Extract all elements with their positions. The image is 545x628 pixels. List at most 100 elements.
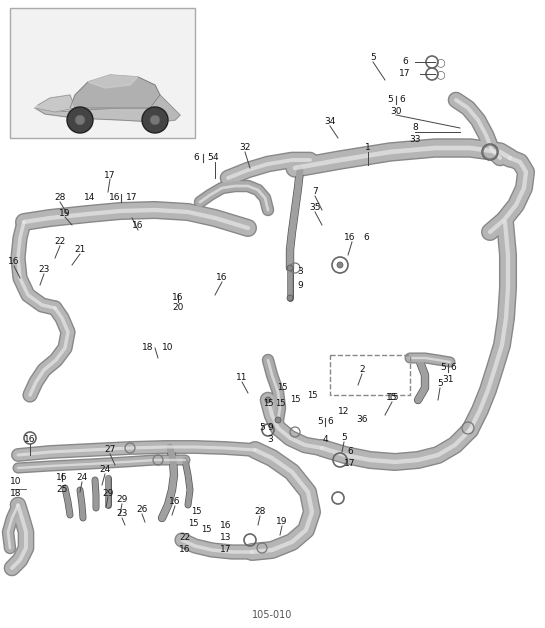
Text: 7: 7	[312, 188, 318, 197]
Text: 16: 16	[172, 293, 184, 303]
Text: 19: 19	[59, 208, 71, 217]
Polygon shape	[88, 75, 138, 88]
Text: 29: 29	[102, 489, 114, 497]
Text: 16: 16	[109, 193, 121, 202]
Circle shape	[337, 262, 343, 268]
Text: 28: 28	[255, 507, 266, 516]
Text: 23: 23	[38, 266, 50, 274]
Text: 12: 12	[338, 408, 350, 416]
Text: 1: 1	[365, 144, 371, 153]
Text: 23: 23	[116, 509, 128, 519]
Text: 36: 36	[356, 416, 368, 425]
Text: 34: 34	[324, 117, 336, 126]
Text: 4: 4	[322, 435, 328, 445]
Text: 13: 13	[220, 534, 232, 543]
Text: 10: 10	[162, 344, 174, 352]
Text: 16: 16	[56, 472, 68, 482]
Text: 4: 4	[212, 153, 218, 163]
Text: 6: 6	[399, 95, 405, 104]
Text: 2: 2	[359, 365, 365, 374]
Text: 32: 32	[239, 144, 251, 153]
Text: 5: 5	[341, 433, 347, 443]
Text: 15: 15	[263, 399, 273, 408]
Text: 5: 5	[437, 379, 443, 389]
Polygon shape	[70, 75, 160, 108]
Circle shape	[75, 115, 85, 125]
Text: 35: 35	[309, 203, 321, 212]
Text: 15: 15	[290, 396, 300, 404]
Text: 16: 16	[179, 546, 191, 555]
Text: 5: 5	[317, 418, 323, 426]
Text: 16: 16	[132, 222, 144, 230]
Text: 105-010: 105-010	[252, 610, 292, 620]
Text: 26: 26	[136, 506, 148, 514]
Text: ○: ○	[435, 69, 445, 79]
Text: 6: 6	[327, 418, 333, 426]
Text: 27: 27	[104, 445, 116, 455]
Circle shape	[265, 397, 271, 403]
Text: 6: 6	[363, 234, 369, 242]
Text: 17: 17	[126, 193, 138, 202]
Text: 15: 15	[275, 399, 285, 408]
Text: 17: 17	[344, 460, 356, 468]
Text: 6: 6	[402, 58, 408, 67]
Text: 15: 15	[277, 384, 287, 392]
Polygon shape	[150, 95, 180, 122]
Text: 17: 17	[104, 170, 116, 180]
Circle shape	[287, 265, 293, 271]
Text: 29: 29	[116, 495, 128, 504]
Polygon shape	[35, 95, 75, 112]
Text: 16: 16	[169, 497, 181, 507]
Text: 28: 28	[54, 193, 66, 202]
Text: 5: 5	[387, 95, 393, 104]
Text: 15: 15	[191, 507, 201, 516]
Text: 18: 18	[10, 489, 22, 499]
Text: 19: 19	[276, 517, 288, 526]
Circle shape	[275, 417, 281, 423]
Text: 5: 5	[207, 153, 213, 163]
Text: 15: 15	[201, 526, 211, 534]
Circle shape	[67, 107, 93, 133]
Text: 31: 31	[442, 376, 454, 384]
Text: 17: 17	[399, 70, 411, 78]
Text: 5: 5	[370, 53, 376, 63]
Text: 25: 25	[56, 485, 68, 494]
Text: 16: 16	[8, 257, 20, 266]
Text: 16: 16	[216, 274, 228, 283]
Text: 20: 20	[172, 303, 184, 313]
Text: 14: 14	[84, 193, 96, 202]
Text: 15: 15	[386, 394, 398, 403]
Polygon shape	[35, 108, 180, 122]
Text: 17: 17	[220, 546, 232, 555]
Text: 9: 9	[297, 281, 303, 290]
Text: 18: 18	[142, 344, 154, 352]
Text: 22: 22	[54, 237, 65, 247]
Bar	[330, 355, 410, 395]
Text: 16: 16	[344, 234, 356, 242]
Text: 5: 5	[440, 364, 446, 372]
Text: 6: 6	[450, 364, 456, 372]
Text: 15: 15	[187, 519, 198, 529]
Text: 21: 21	[74, 246, 86, 254]
Text: 33: 33	[409, 136, 421, 144]
Text: 30: 30	[390, 107, 402, 117]
Text: 10: 10	[10, 477, 22, 487]
Text: 3: 3	[267, 435, 273, 445]
Text: 24: 24	[99, 465, 111, 475]
Text: 11: 11	[236, 374, 248, 382]
Text: 9: 9	[267, 423, 273, 433]
Text: ○: ○	[435, 57, 445, 67]
Text: 16: 16	[220, 521, 232, 529]
Text: 22: 22	[179, 533, 191, 541]
Text: 5: 5	[259, 423, 265, 433]
Circle shape	[287, 295, 293, 301]
Circle shape	[142, 107, 168, 133]
Text: 16: 16	[24, 435, 36, 445]
Text: 15: 15	[388, 394, 399, 403]
Circle shape	[150, 115, 160, 125]
Text: 3: 3	[297, 268, 303, 276]
Text: 6: 6	[193, 153, 199, 163]
Text: 6: 6	[347, 448, 353, 457]
Bar	[10, 8, 195, 138]
Text: 15: 15	[307, 391, 317, 401]
